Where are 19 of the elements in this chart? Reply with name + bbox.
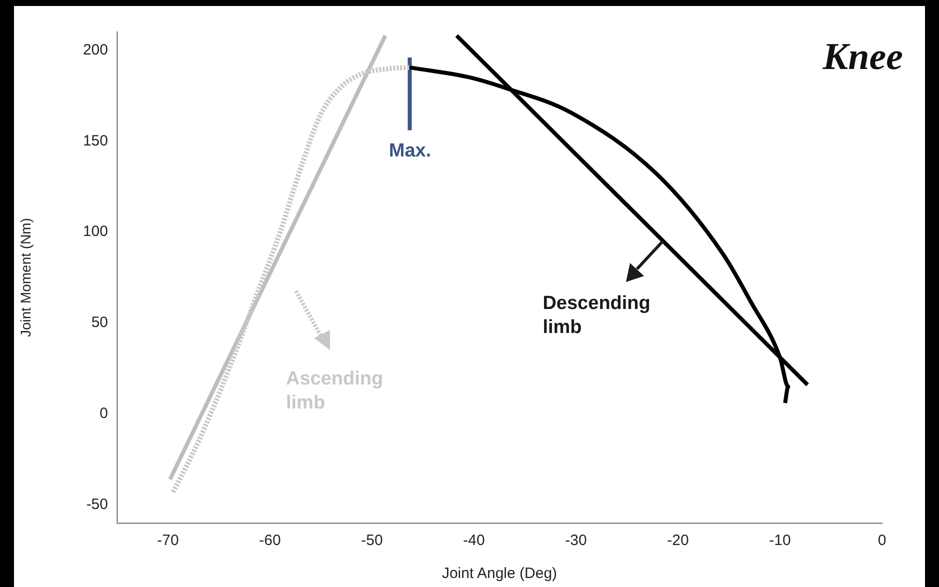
y-tick-label: 50 [91,314,108,332]
x-tick-label: -40 [463,532,485,550]
y-tick-label: 150 [82,132,108,150]
x-tick-label: 0 [878,532,886,550]
x-axis-title: Joint Angle (Deg) [442,565,558,582]
x-tick-label: -60 [259,532,281,550]
x-tick-label: -50 [361,532,383,550]
x-tick-label: -20 [667,532,689,550]
chart-title: Knee [822,36,903,78]
x-tick-label: -70 [157,532,179,550]
x-tick-label: -30 [565,532,587,550]
y-tick-label: 100 [82,223,108,240]
y-tick-label: -50 [86,496,108,513]
y-axis-title: Joint Moment (Nm) [17,218,34,338]
annotation: Max. [388,140,432,162]
annotation: Descending limb [542,292,650,338]
y-tick-label: 200 [82,41,108,58]
x-tick-label: -10 [769,532,791,550]
y-tick-label: 0 [100,405,108,422]
